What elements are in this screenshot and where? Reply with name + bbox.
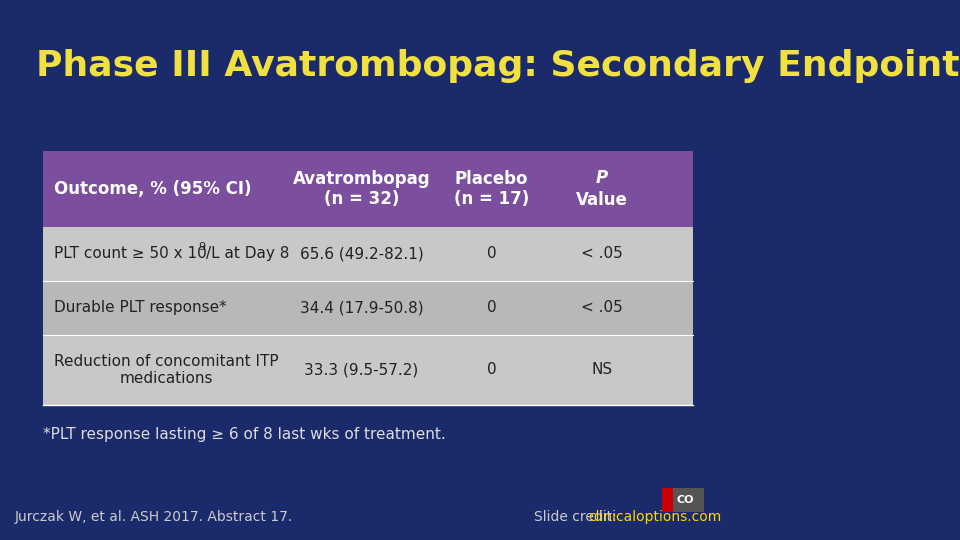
FancyBboxPatch shape xyxy=(43,151,693,227)
Text: Slide credit:: Slide credit: xyxy=(534,510,621,524)
Text: 34.4 (17.9-50.8): 34.4 (17.9-50.8) xyxy=(300,300,423,315)
Text: Placebo
(n = 17): Placebo (n = 17) xyxy=(454,170,529,208)
Text: Value: Value xyxy=(576,191,628,209)
Text: 9: 9 xyxy=(199,242,205,252)
Text: Phase III Avatrombopag: Secondary Endpoints: Phase III Avatrombopag: Secondary Endpoi… xyxy=(36,49,960,83)
Text: P: P xyxy=(596,169,608,187)
Text: 65.6 (49.2-82.1): 65.6 (49.2-82.1) xyxy=(300,246,423,261)
Text: Jurczak W, et al. ASH 2017. Abstract 17.: Jurczak W, et al. ASH 2017. Abstract 17. xyxy=(14,510,293,524)
Text: Avatrombopag
(n = 32): Avatrombopag (n = 32) xyxy=(293,170,430,208)
Text: PLT count ≥ 50 x 10: PLT count ≥ 50 x 10 xyxy=(54,246,206,261)
Text: < .05: < .05 xyxy=(581,300,623,315)
Text: Outcome, % (95% CI): Outcome, % (95% CI) xyxy=(54,180,252,198)
Text: 0: 0 xyxy=(487,362,496,377)
FancyBboxPatch shape xyxy=(43,335,693,405)
FancyBboxPatch shape xyxy=(662,488,673,512)
Text: 0: 0 xyxy=(487,246,496,261)
Text: 33.3 (9.5-57.2): 33.3 (9.5-57.2) xyxy=(304,362,419,377)
Text: Durable PLT response*: Durable PLT response* xyxy=(54,300,227,315)
Text: /L at Day 8: /L at Day 8 xyxy=(205,246,289,261)
FancyBboxPatch shape xyxy=(662,488,705,512)
Text: < .05: < .05 xyxy=(581,246,623,261)
Text: NS: NS xyxy=(591,362,612,377)
Text: clinicaloptions.com: clinicaloptions.com xyxy=(588,510,721,524)
FancyBboxPatch shape xyxy=(43,227,693,281)
FancyBboxPatch shape xyxy=(43,281,693,335)
Text: Reduction of concomitant ITP
medications: Reduction of concomitant ITP medications xyxy=(54,354,278,386)
Text: *PLT response lasting ≥ 6 of 8 last wks of treatment.: *PLT response lasting ≥ 6 of 8 last wks … xyxy=(43,427,446,442)
Text: CO: CO xyxy=(677,495,694,505)
Text: 0: 0 xyxy=(487,300,496,315)
